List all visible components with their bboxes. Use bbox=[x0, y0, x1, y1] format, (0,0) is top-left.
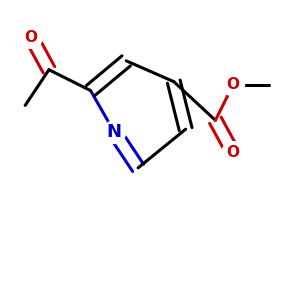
Text: O: O bbox=[25, 30, 38, 45]
Text: O: O bbox=[227, 146, 240, 160]
Circle shape bbox=[103, 121, 126, 143]
Text: O: O bbox=[227, 77, 240, 92]
Text: N: N bbox=[107, 123, 122, 141]
Circle shape bbox=[222, 142, 244, 164]
Circle shape bbox=[222, 73, 244, 96]
Circle shape bbox=[20, 26, 42, 48]
